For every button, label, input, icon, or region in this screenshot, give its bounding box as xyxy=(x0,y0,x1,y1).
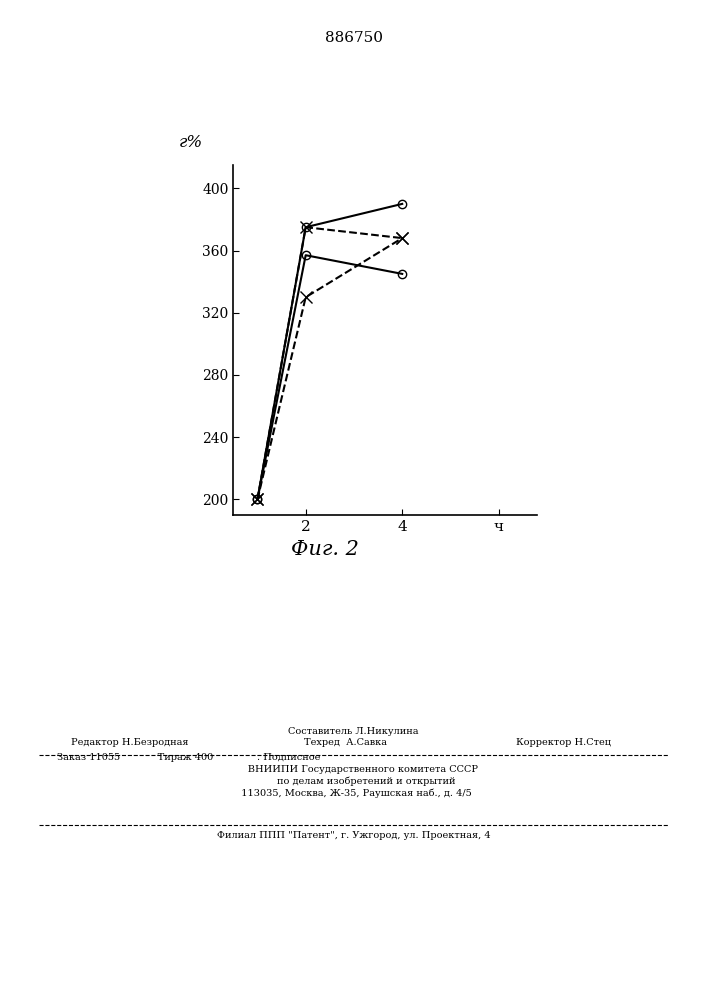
Text: г%: г% xyxy=(179,134,203,151)
Text: 113035, Москва, Ж-35, Раушская наб., д. 4/5: 113035, Москва, Ж-35, Раушская наб., д. … xyxy=(235,788,472,798)
Text: Фиг. 2: Фиг. 2 xyxy=(291,540,359,559)
Text: Корректор Н.Стец: Корректор Н.Стец xyxy=(516,738,611,747)
Text: 886750: 886750 xyxy=(325,31,382,45)
Text: Заказ 11055            Тираж 400              . Подписное: Заказ 11055 Тираж 400 . Подписное xyxy=(57,753,320,762)
Text: Составитель Л.Никулина: Составитель Л.Никулина xyxy=(288,727,419,736)
Text: Техред  А.Савка: Техред А.Савка xyxy=(304,738,387,747)
Text: Редактор Н.Безродная: Редактор Н.Безродная xyxy=(71,738,188,747)
Text: по делам изобретений и открытий: по делам изобретений и открытий xyxy=(252,776,455,786)
Text: ВНИИПИ Государственного комитета СССР: ВНИИПИ Государственного комитета СССР xyxy=(229,765,478,774)
Text: Филиал ППП "Патент", г. Ужгород, ул. Проектная, 4: Филиал ППП "Патент", г. Ужгород, ул. Про… xyxy=(216,831,491,840)
